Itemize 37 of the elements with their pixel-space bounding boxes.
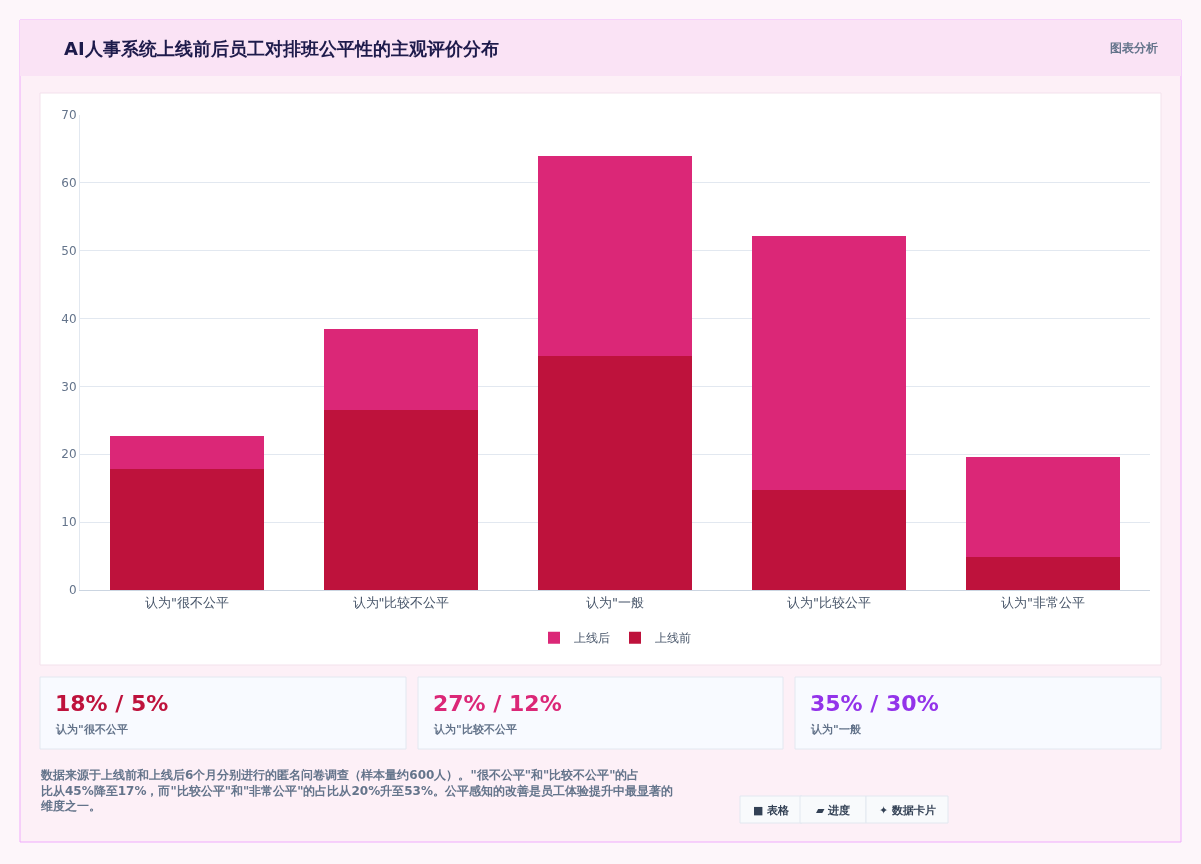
text: 认为"很不公平 (55, 723, 128, 736)
bar (537, 155, 693, 356)
x-tick-label: 认为"比较公平 (787, 594, 871, 610)
chart-title: AI人事系统上线前后员工对排班公平性的主观评价分布 (64, 38, 499, 59)
chart-subtitle: 图表分析 (1110, 41, 1158, 55)
y-tick-label: 60 (61, 176, 77, 191)
text: 18% / 5% (55, 691, 169, 716)
legend-label: 上线前 (655, 631, 691, 646)
text: ✦ 数据卡片 (879, 804, 937, 817)
y-tick-label: 20 (61, 447, 77, 462)
bar (751, 489, 907, 590)
bar (965, 556, 1121, 590)
y-tick-label: 40 (61, 311, 77, 326)
text: 数据来源于上线前和上线后6个月分别进行的匿名问卷调查（样本量约600人）。"很不公平"和"比较不公平"的占比从45%降至17%，而"比较公平"和"非常公平"的占比从20%升至53%。公平感知的改善是员工体验提升中最显著的维度之一。 (40, 768, 673, 814)
y-tick-label: 0 (68, 583, 77, 598)
y-tick-label: 30 (61, 379, 77, 394)
text: 35% / 30% (810, 691, 939, 716)
y-tick-label: 70 (61, 108, 77, 123)
text: 认为"比较不公平 (433, 723, 517, 736)
bar (323, 409, 479, 590)
x-tick-label: 认为"非常公平 (1001, 594, 1085, 610)
text: ■ 表格 (753, 804, 791, 817)
bar (323, 329, 479, 410)
bar (109, 435, 265, 470)
bar (537, 355, 693, 590)
x-tick-label: 认为"很不公平 (145, 594, 229, 610)
text: 27% / 12% (433, 691, 562, 716)
text: 认为"一般 (810, 723, 862, 736)
x-tick-label: 认为"比较不公平 (352, 594, 450, 610)
y-tick-label: 50 (61, 243, 77, 258)
y-tick-label: 10 (61, 515, 77, 530)
text: ▰ 进度 (816, 804, 851, 817)
legend-label: 上线后 (574, 631, 610, 646)
bar (965, 457, 1121, 557)
bar (751, 235, 907, 490)
x-tick-label: 认为"一般 (586, 594, 644, 610)
bar (109, 469, 265, 590)
